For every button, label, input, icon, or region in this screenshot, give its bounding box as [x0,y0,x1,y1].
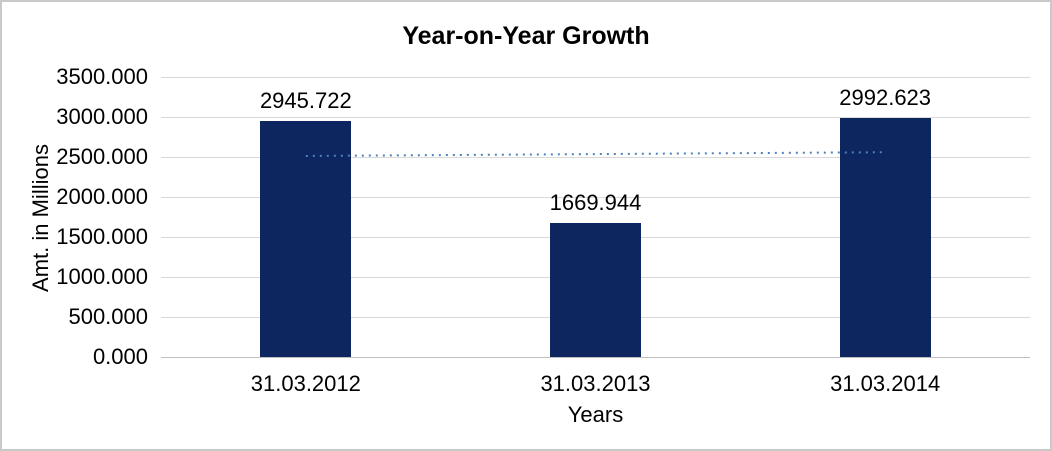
gridline [161,77,1030,78]
trendline [305,151,886,157]
data-label: 2945.722 [259,88,352,114]
x-axis-title: Years [567,402,624,427]
y-axis-tick-label: 3000.000 [56,104,148,129]
y-axis-tick-label: 500.000 [68,304,148,329]
x-axis-tick-label: 31.03.2014 [830,371,941,396]
y-axis-tick-label: 1000.000 [56,264,148,289]
bar-31.03.2012 [260,121,352,357]
y-axis-tick-label: 2000.000 [56,184,148,209]
bar-31.03.2014 [839,117,931,357]
x-axis-tick-label: 31.03.2013 [540,371,651,396]
gridline [161,157,1030,158]
data-label: 1669.944 [549,190,642,216]
y-axis-tick-label: 0.000 [92,344,148,369]
data-label: 2992.623 [839,84,932,110]
gridline [161,117,1030,118]
y-axis-tick-label: 2500.000 [56,144,148,169]
bar-31.03.2013 [550,223,641,357]
chart-title: Year-on-Year Growth [402,22,650,50]
x-axis-tick-label: 31.03.2012 [250,371,361,396]
y-axis-tick-label: 3500.000 [56,64,148,89]
trendline-svg [305,151,886,157]
gridline [161,197,1030,198]
y-axis-tick-label: 1500.000 [56,224,148,249]
x-axis-line [161,357,1030,358]
